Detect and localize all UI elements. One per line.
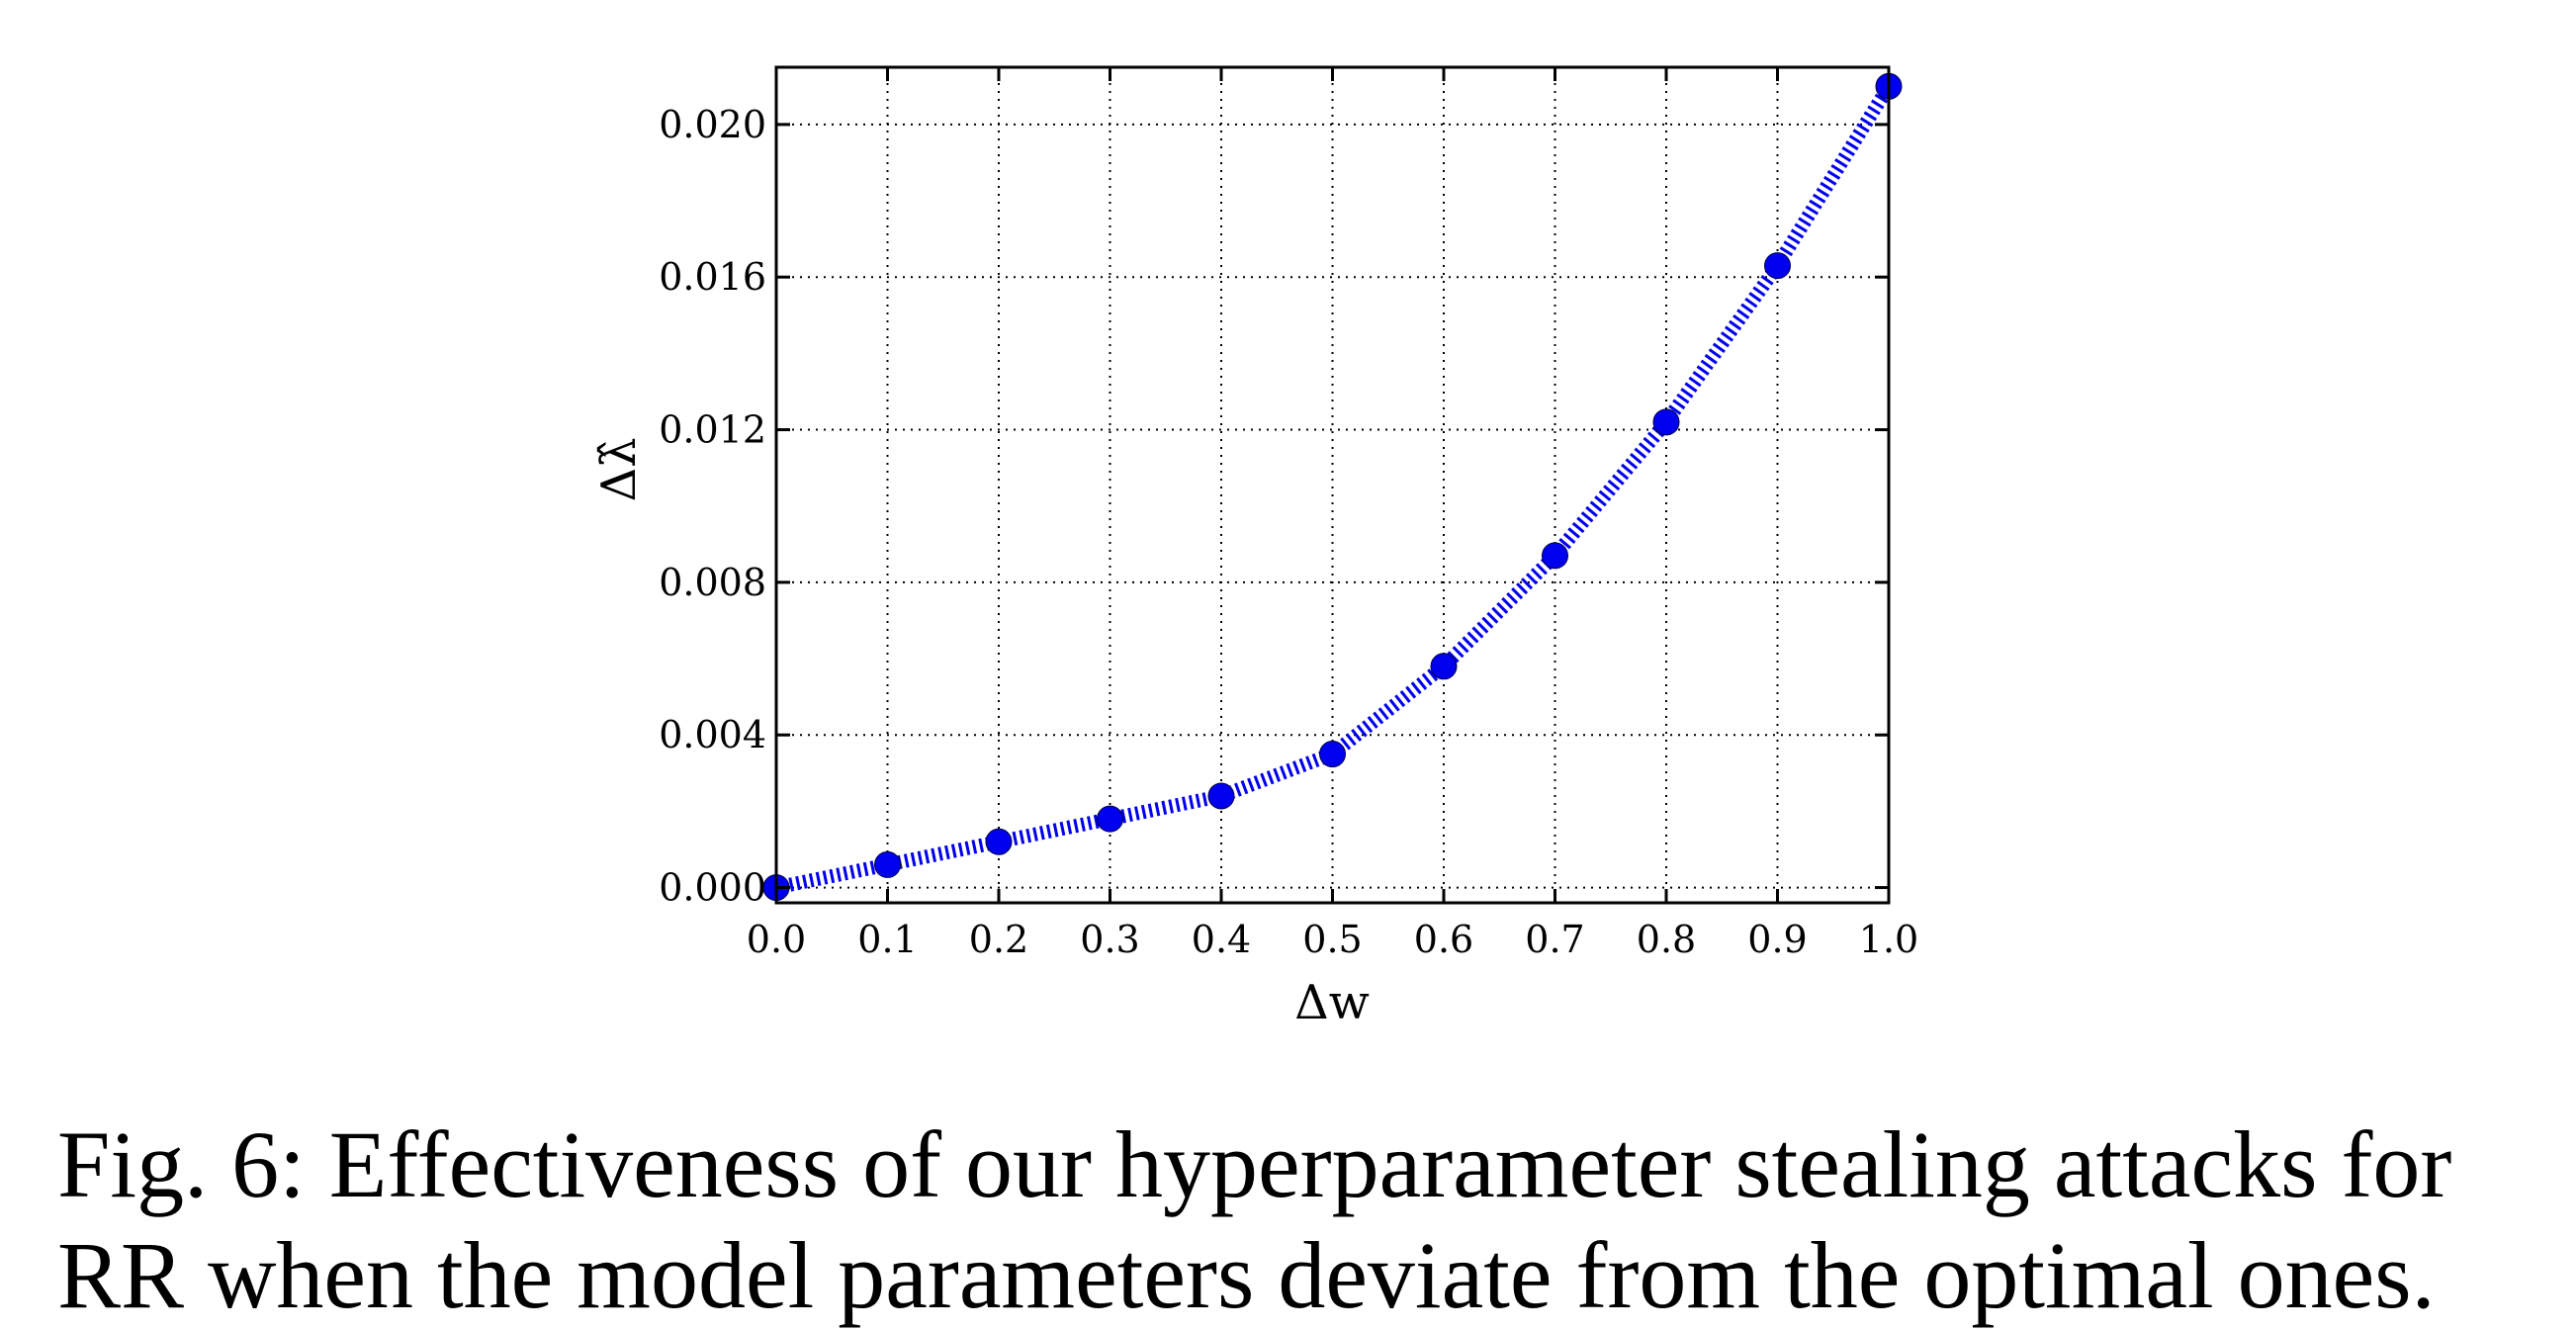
x-axis-label: Δw <box>1294 975 1370 1030</box>
data-point <box>1652 408 1680 436</box>
data-point <box>1764 252 1791 280</box>
data-point <box>1097 805 1123 833</box>
caption-line-1: Fig. 6: Effectiveness of our hyperparame… <box>57 1111 2452 1217</box>
y-axis-label: Δλ̂ <box>591 437 647 501</box>
y-tick-label: 0.016 <box>659 255 766 299</box>
series-layer <box>762 72 1903 902</box>
data-point <box>874 850 901 878</box>
y-tick-label: 0.020 <box>659 103 766 146</box>
grid <box>775 67 1890 903</box>
y-tick-label: 0.004 <box>659 713 766 756</box>
plot-frame <box>774 65 1891 905</box>
data-point <box>1542 542 1568 570</box>
y-tick-label: 0.000 <box>659 866 766 910</box>
data-point <box>985 828 1013 855</box>
x-tick-label: 0.5 <box>1302 918 1362 961</box>
y-tick-label: 0.012 <box>659 408 766 452</box>
y-tick-label: 0.008 <box>659 561 766 604</box>
x-tick-label: 0.9 <box>1747 918 1807 961</box>
x-tick-label: 0.0 <box>747 918 806 961</box>
x-tick-label: 0.3 <box>1080 918 1139 961</box>
ticks: 0.0 0.1 0.2 0.3 0.4 0.5 0.6 0.7 0.8 0.9 1.0 0.000 0.… <box>659 67 1918 961</box>
data-point <box>1430 653 1458 680</box>
x-tick-label: 0.2 <box>969 918 1028 961</box>
x-tick-label: 1.0 <box>1859 918 1918 961</box>
x-tick-label: 0.4 <box>1192 918 1251 961</box>
figure-caption: Fig. 6: Effectiveness of our hyperparame… <box>57 1109 2569 1331</box>
x-tick-label: 0.8 <box>1637 918 1696 961</box>
x-tick-label: 0.1 <box>857 918 917 961</box>
data-point <box>1319 741 1346 768</box>
caption-line-2: RR when the model parameters deviate fro… <box>57 1222 2436 1328</box>
series-line <box>774 82 1895 895</box>
data-point <box>1207 782 1235 810</box>
x-tick-label: 0.7 <box>1525 918 1584 961</box>
x-tick-label: 0.6 <box>1414 918 1473 961</box>
